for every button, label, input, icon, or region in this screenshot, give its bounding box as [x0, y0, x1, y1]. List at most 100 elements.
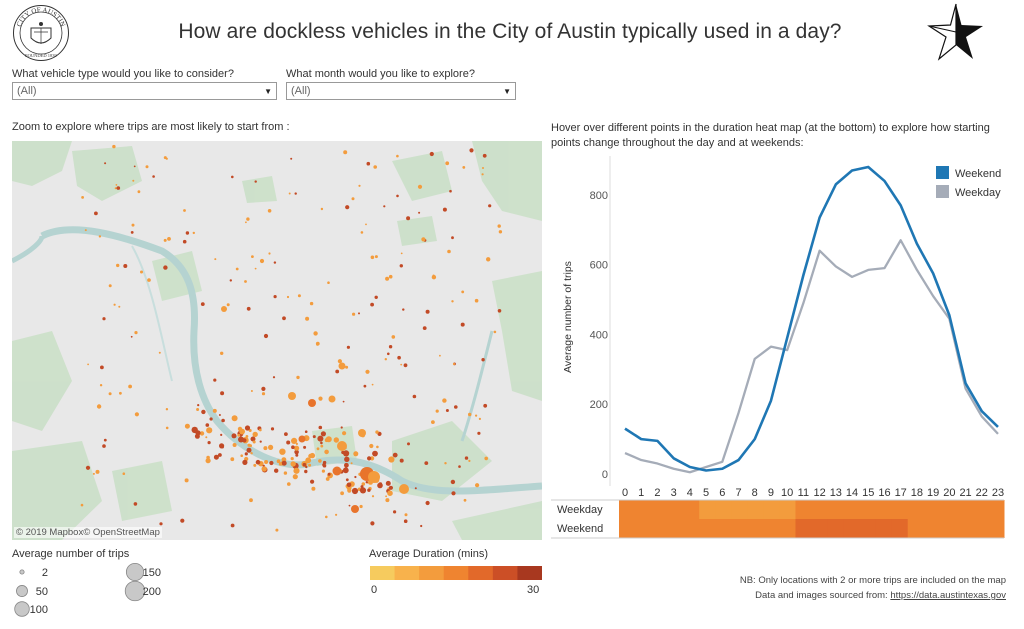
map-point[interactable]	[463, 498, 467, 502]
map-point[interactable]	[122, 472, 126, 476]
map-point[interactable]	[291, 445, 295, 450]
map-point[interactable]	[95, 469, 100, 474]
heatmap-cell[interactable]	[731, 519, 748, 538]
map-point[interactable]	[130, 335, 133, 338]
heatmap-cell[interactable]	[779, 519, 796, 538]
heatmap-cell[interactable]	[875, 500, 893, 519]
map-point[interactable]	[363, 384, 367, 388]
map-point[interactable]	[116, 263, 120, 268]
map-point[interactable]	[80, 503, 84, 507]
map-point[interactable]	[317, 435, 324, 442]
map-point[interactable]	[375, 430, 379, 434]
map-point[interactable]	[344, 456, 350, 462]
heatmap-cell[interactable]	[699, 500, 716, 519]
map-point[interactable]	[322, 463, 327, 468]
map-point[interactable]	[114, 187, 117, 190]
map-point[interactable]	[231, 433, 237, 439]
map-point[interactable]	[246, 306, 251, 311]
map-point[interactable]	[447, 249, 451, 254]
heatmap-cell[interactable]	[715, 519, 732, 538]
map-point[interactable]	[425, 309, 430, 314]
map-point[interactable]	[196, 408, 200, 411]
map-point[interactable]	[320, 444, 324, 448]
map-point[interactable]	[237, 433, 241, 437]
map-point[interactable]	[102, 444, 106, 448]
heatmap-cell[interactable]	[987, 500, 1005, 519]
heatmap-cell[interactable]	[955, 519, 973, 538]
map-point[interactable]	[345, 478, 349, 482]
map-point[interactable]	[452, 362, 456, 366]
map-point[interactable]	[254, 267, 257, 270]
map-point[interactable]	[305, 316, 310, 321]
map-point[interactable]	[340, 491, 344, 496]
map-point[interactable]	[421, 237, 426, 242]
map-point[interactable]	[374, 295, 378, 299]
map-point[interactable]	[253, 463, 257, 467]
map-point[interactable]	[250, 436, 256, 442]
map-point[interactable]	[318, 425, 323, 430]
map-point[interactable]	[370, 255, 375, 260]
map-point[interactable]	[288, 192, 291, 195]
map-point[interactable]	[145, 165, 149, 169]
map-point[interactable]	[454, 405, 458, 409]
map-point[interactable]	[325, 436, 332, 443]
map-point[interactable]	[333, 437, 339, 443]
map-point[interactable]	[388, 345, 393, 349]
map-point[interactable]	[477, 431, 481, 435]
map-point[interactable]	[484, 456, 489, 461]
heatmap-cell[interactable]	[891, 500, 909, 519]
map-point[interactable]	[274, 468, 279, 473]
map-point[interactable]	[343, 150, 348, 155]
map-point[interactable]	[371, 495, 375, 498]
legend-label-weekend[interactable]: Weekend	[955, 168, 1001, 180]
heatmap-cell[interactable]	[859, 500, 877, 519]
heatmap-cell[interactable]	[795, 519, 812, 538]
map-point[interactable]	[294, 445, 300, 451]
map-point[interactable]	[396, 154, 399, 158]
map-point[interactable]	[346, 482, 352, 488]
map-point[interactable]	[396, 194, 399, 198]
map-point[interactable]	[309, 452, 316, 459]
map-point[interactable]	[327, 472, 331, 476]
map-point[interactable]	[98, 235, 102, 238]
map-point-hotspot[interactable]	[368, 471, 380, 483]
map-point[interactable]	[218, 414, 221, 416]
map-point[interactable]	[263, 333, 269, 339]
map-point[interactable]	[365, 223, 367, 226]
map-point[interactable]	[486, 257, 491, 262]
map-point[interactable]	[353, 451, 359, 457]
map-point[interactable]	[402, 308, 405, 311]
map-point[interactable]	[346, 345, 350, 349]
map-point[interactable]	[195, 430, 201, 436]
map-point[interactable]	[287, 482, 291, 486]
map-point[interactable]	[383, 205, 386, 208]
map-point[interactable]	[392, 452, 398, 458]
map-point[interactable]	[261, 466, 267, 472]
map-point[interactable]	[412, 394, 417, 399]
map-point[interactable]	[147, 278, 151, 282]
map-point[interactable]	[244, 452, 248, 456]
map-point[interactable]	[310, 479, 315, 484]
map-point[interactable]	[342, 400, 345, 403]
map-point[interactable]	[220, 351, 224, 355]
map-point[interactable]	[371, 383, 374, 386]
map-point[interactable]	[263, 446, 268, 451]
map-point[interactable]	[373, 165, 378, 169]
map-point[interactable]	[276, 459, 281, 464]
heatmap-cell[interactable]	[939, 500, 957, 519]
map-point[interactable]	[112, 144, 116, 149]
heatmap-cell[interactable]	[811, 500, 829, 519]
map-point[interactable]	[325, 515, 328, 519]
map-point[interactable]	[497, 224, 501, 228]
map-point[interactable]	[180, 518, 185, 523]
map-point[interactable]	[312, 435, 316, 439]
map-point[interactable]	[344, 462, 349, 468]
map-point-hotspot[interactable]	[308, 399, 316, 407]
map-point-hotspot[interactable]	[221, 306, 227, 312]
map-point[interactable]	[296, 375, 300, 380]
heatmap-cell[interactable]	[939, 519, 957, 538]
map-point[interactable]	[279, 448, 286, 455]
heatmap-cell[interactable]	[651, 500, 668, 519]
map-point[interactable]	[281, 460, 287, 466]
